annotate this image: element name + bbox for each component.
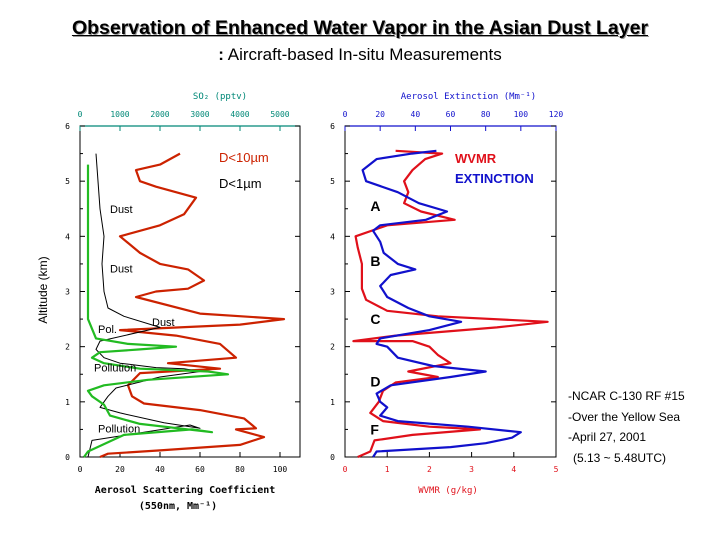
left-top-tick-label: 1000 <box>110 110 129 119</box>
right-annotation: B <box>370 253 380 269</box>
right-y-tick-label: 0 <box>330 453 335 462</box>
left-series-d-1-m <box>87 153 201 458</box>
note-aircraft: -NCAR C-130 RF #15 <box>568 389 685 403</box>
left-top-tick-label: 3000 <box>190 110 209 119</box>
left-top-tick-label: 0 <box>78 110 83 119</box>
legend-d1: D<1µm <box>219 176 262 191</box>
right-top-tick-label: 100 <box>514 110 529 119</box>
left-top-axis-label: SO₂ (pptv) <box>193 92 247 102</box>
left-annotation: Dust <box>152 317 175 329</box>
subtitle-prefix: : <box>218 45 224 64</box>
left-top-tick-label: 2000 <box>150 110 169 119</box>
right-annotation: D <box>370 373 380 389</box>
left-y-tick-label: 4 <box>65 232 70 241</box>
left-x-tick-label: 40 <box>155 465 165 474</box>
right-top-tick-label: 60 <box>446 110 456 119</box>
left-plot-frame <box>79 125 301 458</box>
left-series-d-10-m <box>99 152 286 459</box>
y-axis-label: Altitude (km) <box>36 256 50 323</box>
left-x-tick-label: 20 <box>115 465 125 474</box>
left-x-tick-label: 0 <box>78 465 83 474</box>
left-y-tick-label: 3 <box>65 288 70 297</box>
right-top-tick-label: 80 <box>481 110 491 119</box>
left-annotation: Dust <box>110 204 133 216</box>
left-y-tick-label: 5 <box>65 177 70 186</box>
subtitle-text: Aircraft-based In-situ Measurements <box>227 45 502 64</box>
page-subtitle: : Aircraft-based In-situ Measurements <box>0 45 720 65</box>
left-annotation: Dust <box>110 263 133 275</box>
note-time: (5.13 ~ 5.48UTC) <box>573 450 667 465</box>
right-series-wvmr <box>352 149 549 459</box>
right-x-tick-label: 5 <box>554 465 559 474</box>
left-series-so- <box>83 164 230 458</box>
right-x-tick-label: 0 <box>343 465 348 474</box>
left-y-tick-label: 1 <box>65 398 70 407</box>
left-x-tick-label: 80 <box>235 465 245 474</box>
left-x-tick-label: 60 <box>195 465 205 474</box>
right-y-tick-label: 3 <box>330 288 335 297</box>
right-y-tick-label: 6 <box>330 122 335 131</box>
right-top-tick-label: 40 <box>411 110 421 119</box>
legend-d10: D<10µm <box>219 150 269 165</box>
right-annotation: A <box>370 198 380 214</box>
left-annotation: Pollution <box>98 423 140 435</box>
left-y-tick-label: 6 <box>65 122 70 131</box>
left-x-axis-label: Aerosol Scattering Coefficient <box>95 484 276 496</box>
left-x-axis-label-units: (550nm, Mm⁻¹) <box>139 501 217 512</box>
right-y-tick-label: 1 <box>330 398 335 407</box>
left-y-tick-label: 2 <box>65 343 70 352</box>
right-top-tick-label: 20 <box>375 110 385 119</box>
right-annotation: C <box>370 311 380 327</box>
legend-extinction: EXTINCTION <box>455 171 534 186</box>
right-x-tick-label: 3 <box>469 465 474 474</box>
left-top-tick-label: 4000 <box>230 110 249 119</box>
left-x-tick-label: 100 <box>273 465 288 474</box>
right-top-axis-label: Aerosol Extinction (Mm⁻¹) <box>401 92 536 102</box>
right-x-axis-label: WVMR (g/kg) <box>418 486 478 496</box>
left-annotation: Pollution <box>94 363 136 375</box>
right-top-tick-label: 120 <box>549 110 564 119</box>
legend-wvmr: WVMR <box>455 151 497 166</box>
right-series-extinction <box>361 149 522 458</box>
left-annotation: Pol. <box>98 324 117 336</box>
note-date: -April 27, 2001 <box>568 430 647 444</box>
right-top-tick-label: 0 <box>343 110 348 119</box>
right-y-tick-label: 4 <box>330 232 335 241</box>
right-annotation: F <box>370 421 379 437</box>
left-top-tick-label: 5000 <box>270 110 289 119</box>
right-y-tick-label: 2 <box>330 343 335 352</box>
page-title: Observation of Enhanced Water Vapor in t… <box>71 17 649 39</box>
right-x-tick-label: 1 <box>385 465 390 474</box>
note-location: -Over the Yellow Sea <box>568 409 681 424</box>
left-y-tick-label: 0 <box>65 453 70 462</box>
right-y-tick-label: 5 <box>330 177 335 186</box>
right-x-tick-label: 2 <box>427 465 432 474</box>
right-x-tick-label: 4 <box>511 465 516 474</box>
flight-notes: -NCAR C-130 RF #15 -Over the Yellow Sea … <box>568 386 685 468</box>
